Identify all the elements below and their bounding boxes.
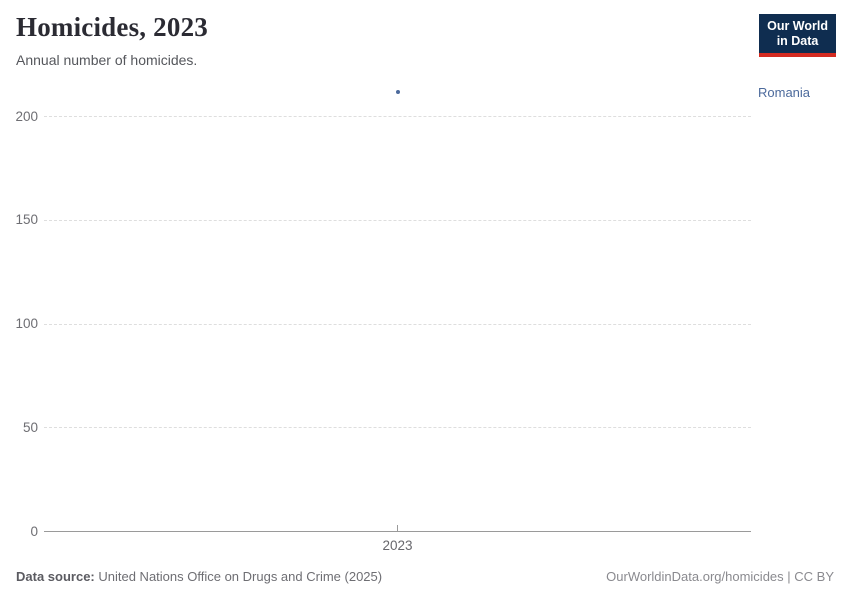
owid-logo-line1: Our World bbox=[767, 19, 828, 33]
gridline-150 bbox=[44, 219, 751, 221]
gridline-100 bbox=[44, 323, 751, 325]
gridline-200 bbox=[44, 116, 751, 117]
data-source: Data source: United Nations Office on Dr… bbox=[16, 569, 382, 584]
y-tick-label-0: 0 bbox=[30, 523, 38, 539]
page-title: Homicides, 2023 bbox=[16, 12, 208, 42]
data-point-romania[interactable] bbox=[395, 89, 400, 94]
y-tick-label-100: 100 bbox=[15, 316, 38, 331]
owid-logo[interactable]: Our World in Data bbox=[759, 14, 836, 57]
y-tick-label-150: 150 bbox=[15, 212, 38, 228]
data-source-label: Data source: bbox=[16, 569, 95, 584]
y-tick-label-50: 50 bbox=[22, 419, 38, 435]
attribution-link[interactable]: OurWorldinData.org/homicides | CC BY bbox=[606, 569, 834, 584]
x-axis-line bbox=[44, 531, 751, 532]
owid-logo-line2: in Data bbox=[776, 34, 819, 48]
data-source-text: United Nations Office on Drugs and Crime… bbox=[94, 569, 383, 584]
chart-subtitle: Annual number of homicides. bbox=[16, 52, 198, 68]
entity-label-romania[interactable]: Romania bbox=[758, 84, 811, 100]
x-tick-label: 2023 bbox=[382, 538, 413, 553]
y-tick-label-200: 200 bbox=[15, 108, 38, 124]
x-tick-mark bbox=[397, 525, 398, 531]
gridline-50 bbox=[44, 427, 751, 429]
